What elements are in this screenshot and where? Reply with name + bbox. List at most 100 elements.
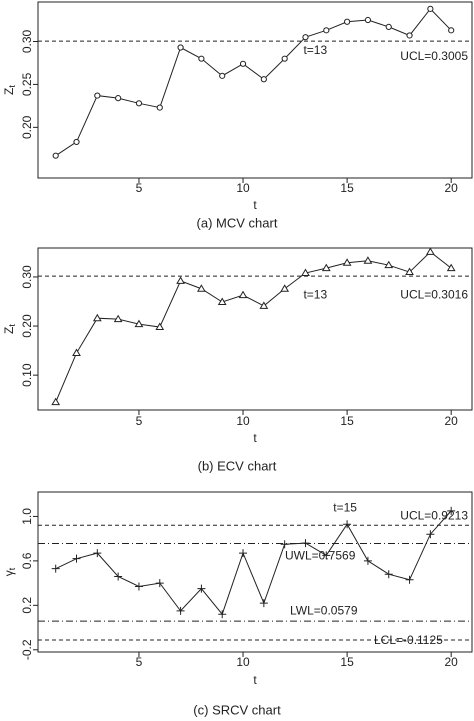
point bbox=[301, 539, 310, 548]
point bbox=[135, 100, 143, 107]
point bbox=[198, 55, 205, 62]
point bbox=[406, 32, 413, 39]
point bbox=[302, 34, 309, 41]
caption: (c) SRCV chart bbox=[193, 702, 281, 717]
x-axis-label: t bbox=[253, 431, 257, 445]
y-axis-label: γt bbox=[2, 567, 17, 576]
annotation: t=13 bbox=[303, 43, 327, 57]
control-limit-label: UCL=0.3005 bbox=[400, 49, 468, 63]
y-tick-label: -0.2 bbox=[20, 639, 34, 660]
point bbox=[322, 551, 331, 560]
point bbox=[176, 606, 185, 615]
y-tick-label: 0.25 bbox=[20, 72, 34, 96]
point bbox=[259, 301, 269, 309]
caption: (b) ECV chart bbox=[198, 458, 277, 473]
control-limit-label: UWL=0.7569 bbox=[285, 549, 356, 563]
plot-frame bbox=[37, 1, 473, 179]
point bbox=[115, 95, 122, 102]
x-tick-label: 20 bbox=[445, 414, 459, 428]
x-axis-label: t bbox=[253, 673, 257, 687]
point bbox=[448, 27, 455, 34]
control-limit-label: LCL=-0.1125 bbox=[374, 633, 443, 647]
point bbox=[52, 152, 59, 159]
y-tick-label: 0.20 bbox=[20, 115, 34, 139]
series-line bbox=[55, 251, 452, 403]
point bbox=[323, 27, 330, 34]
point bbox=[321, 263, 331, 272]
panel: 5 10 15 20 0.20 0.25 0.30 t Zt (a) MCV chart UCL=0… bbox=[2, 1, 473, 230]
y-tick-label: 0.10 bbox=[20, 363, 34, 387]
point bbox=[363, 256, 373, 264]
point bbox=[301, 268, 310, 277]
y-axis-label: Zt bbox=[2, 85, 17, 95]
point bbox=[427, 5, 434, 12]
point bbox=[92, 313, 102, 322]
y-axis-label-sub: t bbox=[7, 567, 17, 570]
point bbox=[280, 540, 289, 549]
point bbox=[197, 584, 206, 593]
point bbox=[364, 16, 372, 24]
point bbox=[113, 314, 123, 323]
point bbox=[342, 258, 352, 266]
y-axis-label-main: γ bbox=[2, 570, 16, 576]
x-tick-label: 5 bbox=[136, 414, 143, 428]
point bbox=[239, 60, 247, 67]
point bbox=[260, 76, 267, 83]
point bbox=[426, 530, 435, 539]
point bbox=[155, 579, 164, 588]
y-tick-label: 0.30 bbox=[20, 29, 34, 53]
annotation: t=13 bbox=[303, 287, 327, 301]
point bbox=[134, 319, 144, 328]
x-tick-label: 10 bbox=[236, 181, 250, 195]
x-tick-label: 5 bbox=[136, 655, 143, 669]
point bbox=[114, 572, 123, 581]
point bbox=[447, 506, 456, 515]
point bbox=[51, 564, 60, 573]
control-limit-label: UCL=0.9213 bbox=[400, 508, 468, 522]
point bbox=[280, 284, 290, 292]
annotation: t=15 bbox=[333, 500, 357, 514]
point bbox=[93, 549, 102, 558]
point bbox=[239, 549, 248, 558]
x-tick-label: 10 bbox=[236, 655, 250, 669]
point bbox=[259, 599, 268, 608]
point bbox=[155, 322, 165, 331]
point bbox=[72, 554, 81, 563]
point bbox=[405, 575, 414, 584]
point bbox=[219, 72, 226, 79]
point bbox=[156, 104, 163, 111]
y-tick-label: 0.30 bbox=[20, 265, 34, 289]
series-line bbox=[55, 8, 452, 157]
y-axis-label: Zt bbox=[2, 324, 17, 334]
point bbox=[218, 610, 227, 619]
y-axis-label-sub: t bbox=[7, 324, 17, 327]
point bbox=[238, 290, 248, 299]
point bbox=[405, 267, 414, 276]
control-limit-label: LWL=0.0579 bbox=[290, 603, 358, 617]
point bbox=[72, 348, 81, 357]
x-tick-label: 15 bbox=[340, 181, 354, 195]
point bbox=[51, 397, 61, 406]
x-tick-label: 15 bbox=[340, 655, 354, 669]
x-tick-label: 15 bbox=[340, 414, 354, 428]
x-axis-label: t bbox=[253, 198, 257, 212]
x-tick-label: 5 bbox=[136, 181, 143, 195]
y-tick-label: 0.2 bbox=[20, 597, 34, 614]
x-tick-label: 20 bbox=[445, 655, 459, 669]
x-tick-label: 10 bbox=[236, 414, 250, 428]
point bbox=[217, 297, 227, 305]
control-limit-label: UCL=0.3016 bbox=[400, 287, 468, 301]
x-tick-label: 20 bbox=[445, 181, 459, 195]
point bbox=[176, 276, 185, 284]
caption: (a) MCV chart bbox=[197, 215, 278, 230]
point bbox=[446, 263, 456, 272]
point bbox=[134, 582, 143, 591]
point bbox=[344, 18, 351, 25]
point bbox=[197, 284, 206, 292]
y-tick-label: 0.20 bbox=[20, 314, 34, 338]
y-tick-label: 0.6 bbox=[20, 552, 34, 569]
point bbox=[425, 247, 435, 255]
